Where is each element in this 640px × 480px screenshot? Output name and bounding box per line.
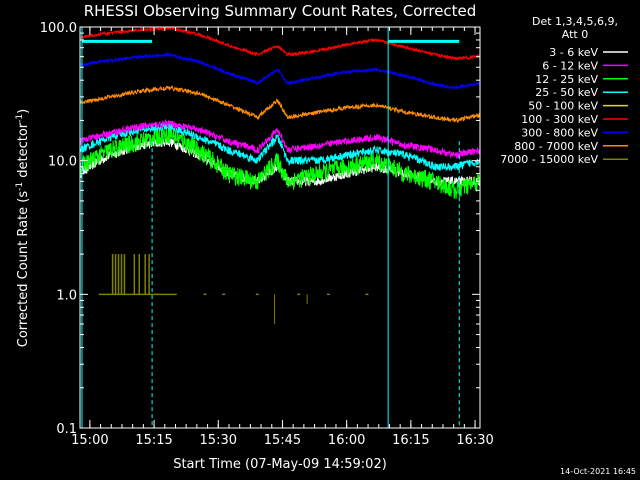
legend-header-2: Att 0 [562, 28, 588, 41]
y-axis-label: Corrected Count Rate (s-1 detector-1) [15, 109, 31, 347]
ticks-layer: 15:00 15:15 15:30 15:45 16:00 16:15 16:30 0.1 1.… [40, 21, 494, 448]
series-800-7000kev [79, 85, 481, 124]
legend-entry-label: 25 - 50 keV [535, 86, 598, 99]
series-25-50kev [79, 123, 481, 172]
ylabel-part-2: detector [16, 122, 31, 182]
legend-header-1: Det 1,3,4,5,6,9, [532, 15, 618, 28]
y-tick-label: 0.1 [56, 422, 77, 437]
y-tick-label: 1.0 [56, 288, 77, 303]
legend-entry-label: 100 - 300 keV [521, 113, 598, 126]
legend-entry-label: 800 - 7000 keV [514, 140, 598, 153]
y-tick-label: 10.0 [48, 155, 77, 170]
x-tick-label: 15:30 [200, 433, 237, 448]
series-6-12kev [79, 118, 481, 159]
ylabel-sup-1: -1 [15, 182, 25, 191]
series-100-300kev [79, 25, 481, 61]
ylabel-sup-2: -1 [15, 114, 25, 123]
chart-title: RHESSI Observing Summary Count Rates, Co… [84, 2, 477, 20]
markers-layer [81, 27, 460, 428]
series-300-800kev [79, 52, 481, 91]
legend-entry-label: 6 - 12 keV [542, 59, 598, 72]
legend-entry-label: 50 - 100 keV [528, 100, 598, 113]
plot-frame [79, 26, 481, 429]
legend-entry-label: 300 - 800 keV [521, 126, 598, 139]
series-12-25kev [79, 125, 481, 200]
x-tick-label: 16:15 [392, 433, 429, 448]
x-tick-label: 16:00 [328, 433, 365, 448]
x-tick-label: 15:00 [71, 433, 108, 448]
legend-entry-label: 7000 - 15000 keV [500, 153, 598, 166]
x-tick-label: 15:15 [135, 433, 172, 448]
y-tick-label: 100.0 [40, 21, 77, 36]
ylabel-part-1: Corrected Count Rate (s [16, 191, 31, 348]
legend-entry-label: 3 - 6 keV [549, 46, 598, 59]
x-tick-label: 15:45 [264, 433, 301, 448]
legend-entry-label: 12 - 25 keV [535, 73, 598, 86]
series-layer [79, 25, 481, 324]
x-tick-label: 16:30 [456, 433, 493, 448]
x-axis-label: Start Time (07-May-09 14:59:02) [173, 457, 387, 472]
footer-timestamp: 14-Oct-2021 16:45 [560, 467, 636, 476]
ylabel-part-3: ) [16, 109, 31, 114]
